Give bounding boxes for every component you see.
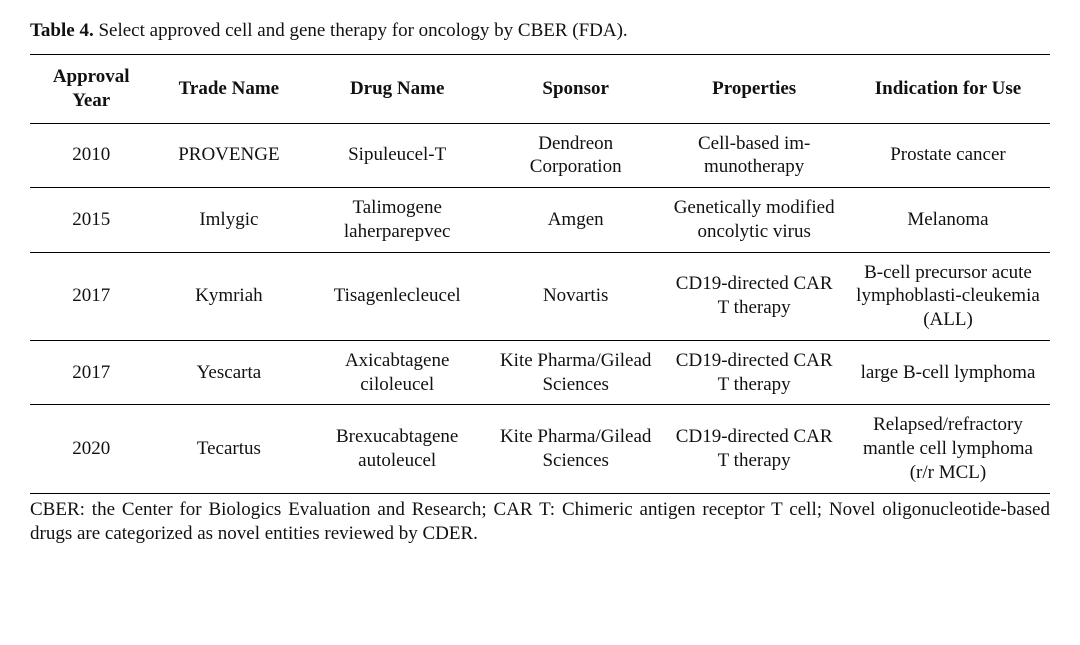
cell-indication: large B-cell lymphoma	[846, 340, 1050, 405]
col-header: Sponsor	[489, 55, 662, 124]
cell-year: 2017	[30, 252, 152, 340]
table-row: 2017 Kymriah Tisagenlecleucel Novartis C…	[30, 252, 1050, 340]
cell-sponsor: Kite Pharma/Gilead Sciences	[489, 405, 662, 493]
table-row: 2020 Tecartus Brexucabtagene autoleucel …	[30, 405, 1050, 493]
cell-properties: Cell-based im-munotherapy	[662, 123, 846, 188]
cell-properties: CD19-directed CAR T therapy	[662, 252, 846, 340]
cell-drug: Brexucabtagene autoleucel	[305, 405, 489, 493]
cell-sponsor: Dendreon Corporation	[489, 123, 662, 188]
table-footnote: CBER: the Center for Biologics Evaluatio…	[30, 498, 1050, 547]
cell-sponsor: Amgen	[489, 188, 662, 253]
cell-drug: Axicabtagene ciloleucel	[305, 340, 489, 405]
table-header-row: Approval Year Trade Name Drug Name Spons…	[30, 55, 1050, 124]
cell-sponsor: Kite Pharma/Gilead Sciences	[489, 340, 662, 405]
table-row: 2010 PROVENGE Sipuleucel-T Dendreon Corp…	[30, 123, 1050, 188]
col-header: Trade Name	[152, 55, 305, 124]
table-caption: Table 4. Select approved cell and gene t…	[30, 20, 1050, 42]
col-header: Drug Name	[305, 55, 489, 124]
cell-properties: CD19-directed CAR T therapy	[662, 405, 846, 493]
cell-properties: Genetically modified oncolytic virus	[662, 188, 846, 253]
cell-drug: Sipuleucel-T	[305, 123, 489, 188]
cell-year: 2015	[30, 188, 152, 253]
cell-trade: PROVENGE	[152, 123, 305, 188]
cell-trade: Imlygic	[152, 188, 305, 253]
cell-year: 2010	[30, 123, 152, 188]
cell-trade: Yescarta	[152, 340, 305, 405]
cell-drug: Tisagenlecleucel	[305, 252, 489, 340]
col-header: Indication for Use	[846, 55, 1050, 124]
therapy-table: Approval Year Trade Name Drug Name Spons…	[30, 54, 1050, 494]
table-label: Table 4.	[30, 20, 94, 41]
table-row: 2017 Yescarta Axicabtagene ciloleucel Ki…	[30, 340, 1050, 405]
col-header: Approval Year	[30, 55, 152, 124]
cell-indication: Melanoma	[846, 188, 1050, 253]
cell-indication: Prostate cancer	[846, 123, 1050, 188]
cell-trade: Tecartus	[152, 405, 305, 493]
cell-properties: CD19-directed CAR T therapy	[662, 340, 846, 405]
cell-year: 2020	[30, 405, 152, 493]
table-caption-text: Select approved cell and gene therapy fo…	[94, 20, 628, 41]
cell-indication: B-cell precursor acute lymphoblasti-cleu…	[846, 252, 1050, 340]
cell-indication: Relapsed/refractory mantle cell lymphoma…	[846, 405, 1050, 493]
table-row: 2015 Imlygic Talimogene laherparepvec Am…	[30, 188, 1050, 253]
table-body: 2010 PROVENGE Sipuleucel-T Dendreon Corp…	[30, 123, 1050, 493]
cell-drug: Talimogene laherparepvec	[305, 188, 489, 253]
cell-year: 2017	[30, 340, 152, 405]
cell-sponsor: Novartis	[489, 252, 662, 340]
cell-trade: Kymriah	[152, 252, 305, 340]
col-header: Properties	[662, 55, 846, 124]
